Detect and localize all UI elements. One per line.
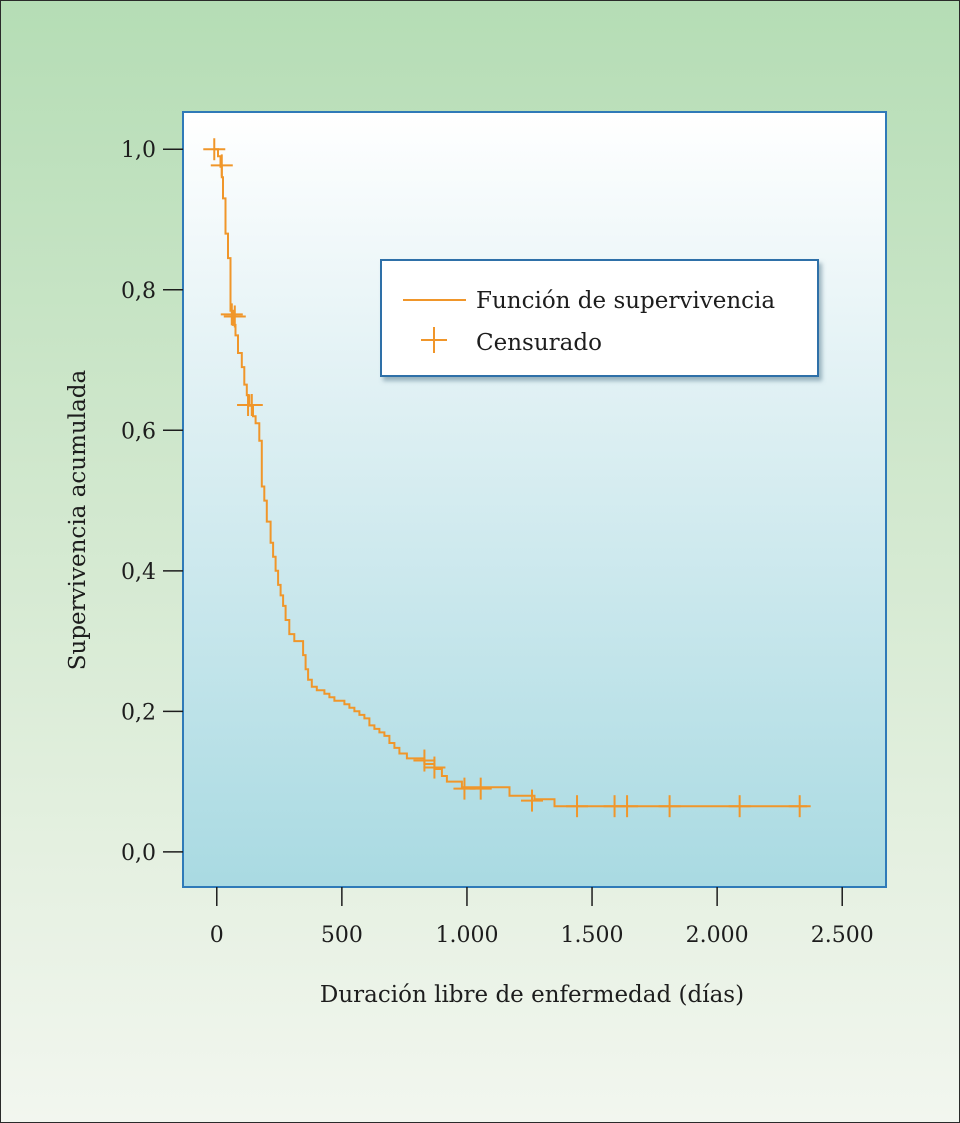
x-axis-title: Duración libre de enfermedad (días)	[320, 982, 744, 1008]
censored-marker	[469, 777, 492, 800]
censored-marker	[566, 795, 589, 818]
y-tick-label: 0,0	[121, 841, 156, 866]
survival-curve	[214, 148, 808, 808]
censored-marker	[423, 756, 446, 779]
legend-label-censored: Censurado	[476, 330, 602, 356]
plot-area	[182, 111, 887, 888]
censored-marker	[616, 795, 639, 818]
y-tick-label: 0,8	[121, 279, 156, 304]
legend: Función de supervivencia Censurado	[380, 259, 819, 377]
y-tick-label: 0,6	[121, 419, 156, 444]
x-tick-label: 0	[210, 923, 224, 948]
censored-marker	[223, 305, 246, 328]
x-tick-label: 1.500	[561, 923, 624, 948]
y-axis-title: Supervivencia acumulada	[65, 369, 91, 670]
x-tick-label: 2.500	[811, 923, 874, 948]
censored-marker	[203, 138, 226, 161]
censored-marker	[728, 795, 751, 818]
y-tick-label: 0,2	[121, 700, 156, 725]
y-tick-label: 0,4	[121, 560, 156, 585]
x-tick-label: 1.000	[435, 923, 498, 948]
censored-marker	[658, 795, 681, 818]
censored-marker	[520, 789, 543, 812]
x-axis: 0 500 1.000 1.500 2.000 2.500	[210, 887, 874, 948]
legend-box	[380, 259, 819, 377]
x-tick-label: 2.000	[686, 923, 749, 948]
censored-marker	[240, 393, 263, 416]
x-tick-label: 500	[321, 923, 363, 948]
series-layer	[203, 138, 811, 818]
censored-marker	[788, 795, 811, 818]
censored-marker	[220, 303, 243, 326]
y-axis: 0,0 0,2 0,4 0,6 0,8 1,0	[121, 138, 183, 866]
censored-marker	[210, 154, 233, 177]
y-tick-label: 1,0	[121, 138, 156, 163]
legend-label-survival: Función de supervivencia	[476, 288, 775, 314]
